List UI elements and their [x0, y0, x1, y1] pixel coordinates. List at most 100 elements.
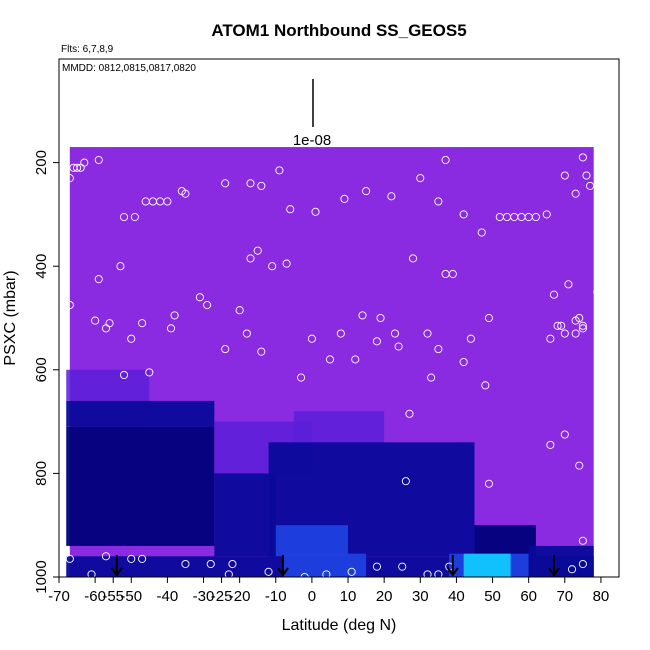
- data-point: [206, 560, 215, 569]
- y-axis: 200 400 600 800 1000: [33, 150, 59, 594]
- data-point: [347, 567, 356, 576]
- data-point: [557, 321, 566, 330]
- flight-arrow-head: [110, 567, 123, 577]
- x-tick-label: 80: [593, 588, 610, 605]
- data-point: [466, 334, 475, 343]
- data-point: [307, 334, 316, 343]
- data-point: [87, 570, 96, 577]
- data-point: [181, 189, 190, 198]
- x-axis-label: Latitude (deg N): [282, 617, 397, 634]
- flight-arrow: [446, 555, 459, 577]
- data-point: [578, 324, 587, 333]
- y-tick-label: 600: [33, 357, 50, 382]
- data-point: [297, 373, 306, 382]
- data-point: [340, 194, 349, 203]
- data-point: [560, 430, 569, 439]
- data-point: [434, 197, 443, 206]
- heatmap-cell: [283, 553, 367, 577]
- data-point: [145, 368, 154, 377]
- scale-bar-label: 1e-08: [293, 132, 331, 149]
- x-tick-label: 20: [376, 588, 393, 605]
- data-point: [65, 300, 74, 310]
- x-tick-label: -30: [193, 588, 215, 605]
- data-point: [575, 313, 584, 323]
- flight-arrow-head: [446, 567, 459, 577]
- data-point: [311, 207, 320, 216]
- data-point: [73, 163, 82, 172]
- data-point: [257, 347, 266, 356]
- data-point: [578, 560, 587, 569]
- x-tick-label: -55: [102, 588, 124, 605]
- data-point: [325, 355, 335, 364]
- x-tick-label: 30: [412, 588, 429, 605]
- data-point: [477, 228, 486, 237]
- data-point: [401, 477, 410, 486]
- data-point: [235, 306, 244, 315]
- data-point: [221, 179, 230, 188]
- x-tick-label: -25: [211, 588, 233, 605]
- flight-arrow: [548, 555, 560, 577]
- y-tick-label: 200: [33, 150, 50, 175]
- data-point: [65, 554, 74, 563]
- data-point: [481, 381, 490, 390]
- heatmap-cell: [66, 369, 150, 401]
- data-point: [195, 293, 204, 302]
- data-point: [286, 205, 295, 214]
- data-point: [94, 275, 103, 284]
- data-point: [546, 334, 555, 343]
- x-tick-label: -60: [84, 588, 106, 605]
- data-point: [531, 212, 540, 222]
- data-point: [542, 210, 551, 219]
- data-point: [119, 212, 129, 222]
- data-point: [571, 329, 580, 338]
- data-point: [203, 300, 212, 310]
- data-point: [571, 189, 580, 198]
- heatmap-cell: [66, 400, 215, 427]
- flight-arrow-head: [548, 567, 560, 577]
- heatmap-cell: [293, 411, 385, 443]
- data-point: [138, 319, 147, 328]
- y-tick-label: 800: [33, 461, 50, 486]
- data-point: [358, 311, 367, 320]
- data-point: [127, 554, 136, 563]
- data-point: [119, 370, 129, 380]
- data-point: [398, 562, 407, 571]
- data-point: [362, 187, 371, 196]
- x-tick-label: -10: [265, 588, 287, 605]
- data-point: [322, 570, 331, 577]
- data-point: [336, 329, 345, 338]
- data-point: [575, 461, 584, 470]
- data-point: [181, 560, 190, 569]
- data-point: [246, 179, 255, 188]
- x-tick-label: -20: [229, 588, 251, 605]
- x-tick-label: 50: [484, 588, 501, 605]
- data-point: [224, 570, 233, 577]
- data-point: [91, 316, 100, 325]
- data-point: [221, 345, 230, 354]
- data-point: [282, 259, 291, 268]
- data-point: [127, 334, 136, 343]
- data-point: [138, 554, 147, 563]
- data-point: [300, 572, 309, 577]
- heatmap-cell: [214, 473, 276, 557]
- data-point: [416, 174, 425, 183]
- data-point: [65, 174, 74, 183]
- x-tick-label: -70: [48, 588, 70, 605]
- y-tick-label: 1000: [33, 560, 50, 593]
- data-point: [560, 329, 569, 338]
- heatmap-cell: [66, 426, 215, 546]
- data-point: [253, 246, 262, 255]
- x-tick-label: 0: [308, 588, 316, 605]
- heatmap-layer: [66, 147, 594, 577]
- data-point: [578, 153, 587, 162]
- heatmap-cell: [275, 525, 349, 557]
- data-point: [246, 254, 255, 263]
- x-tick-label: -40: [157, 588, 179, 605]
- data-point: [546, 440, 555, 449]
- data-point: [387, 192, 396, 201]
- data-point: [376, 313, 385, 323]
- data-point: [423, 329, 432, 338]
- heatmap-cell: [528, 545, 594, 577]
- data-point: [116, 262, 125, 271]
